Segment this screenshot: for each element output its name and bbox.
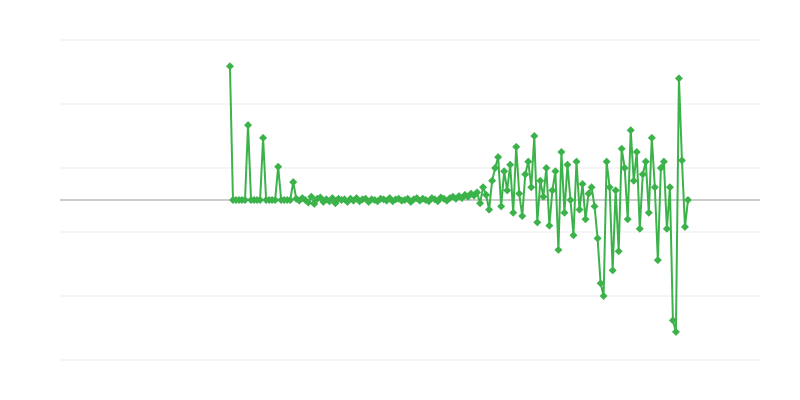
data-point	[310, 199, 319, 208]
data-point	[545, 221, 554, 230]
data-point	[241, 196, 250, 204]
data-point	[680, 222, 689, 231]
data-point	[286, 196, 295, 204]
data-point	[632, 148, 641, 156]
data-point	[548, 186, 557, 195]
data-point	[506, 160, 515, 169]
data-point	[629, 176, 638, 185]
data-point	[608, 266, 617, 275]
data-point	[620, 164, 629, 172]
data-point	[554, 245, 563, 254]
data-point	[521, 170, 530, 179]
data-point	[647, 133, 656, 142]
data-point	[259, 133, 268, 142]
data-point	[674, 74, 683, 83]
data-point	[581, 215, 590, 224]
data-point	[614, 247, 623, 256]
data-point	[569, 231, 578, 240]
data-point	[274, 162, 283, 171]
data-point	[512, 142, 521, 151]
data-point	[527, 183, 536, 192]
data-point	[530, 132, 539, 140]
data-point	[533, 218, 542, 227]
data-point	[485, 205, 494, 214]
data-point	[551, 167, 560, 176]
data-point	[518, 212, 527, 220]
data-point	[602, 157, 611, 166]
data-point	[656, 164, 665, 172]
data-point	[473, 188, 482, 197]
data-point	[653, 256, 662, 265]
data-point	[590, 202, 599, 211]
data-point	[662, 224, 671, 233]
data-point	[641, 157, 650, 166]
data-point	[605, 183, 614, 192]
data-point	[668, 316, 677, 325]
data-point	[626, 126, 635, 135]
data-point	[644, 208, 653, 217]
data-point	[289, 178, 298, 187]
data-point	[623, 215, 632, 224]
data-point	[509, 208, 518, 217]
data-point	[611, 186, 620, 195]
data-point	[671, 327, 680, 336]
data-point	[488, 176, 497, 185]
data-point	[683, 196, 692, 204]
data-point	[524, 157, 533, 166]
data-point	[307, 192, 316, 201]
data-point	[225, 62, 234, 71]
data-point	[539, 192, 548, 201]
data-point	[635, 224, 644, 233]
data-point	[244, 121, 253, 130]
data-point	[536, 176, 545, 185]
data-point	[271, 196, 280, 204]
data-point	[593, 234, 602, 243]
data-point	[677, 156, 686, 165]
data-point	[557, 148, 566, 156]
data-point	[497, 202, 506, 211]
data-point	[542, 164, 551, 172]
data-point	[596, 279, 605, 288]
data-point	[566, 196, 575, 204]
data-point	[575, 205, 584, 214]
data-point	[256, 196, 265, 204]
data-point	[560, 208, 569, 217]
data-point	[578, 180, 587, 188]
data-point	[599, 292, 608, 300]
data-point	[304, 198, 313, 207]
data-point	[491, 164, 500, 172]
data-point	[584, 189, 593, 198]
data-point	[476, 199, 485, 208]
data-point	[500, 167, 509, 176]
data-point	[494, 153, 503, 162]
data-point	[617, 144, 626, 153]
data-point	[328, 194, 337, 203]
data-point	[479, 183, 488, 192]
data-point	[503, 186, 512, 195]
data-point	[650, 183, 659, 192]
data-point	[659, 157, 668, 166]
data-point	[482, 190, 491, 199]
data-point	[515, 189, 524, 198]
data-point	[563, 160, 572, 169]
data-point	[665, 183, 674, 192]
data-point	[572, 157, 581, 166]
data-point	[587, 183, 596, 192]
data-point	[638, 170, 647, 179]
